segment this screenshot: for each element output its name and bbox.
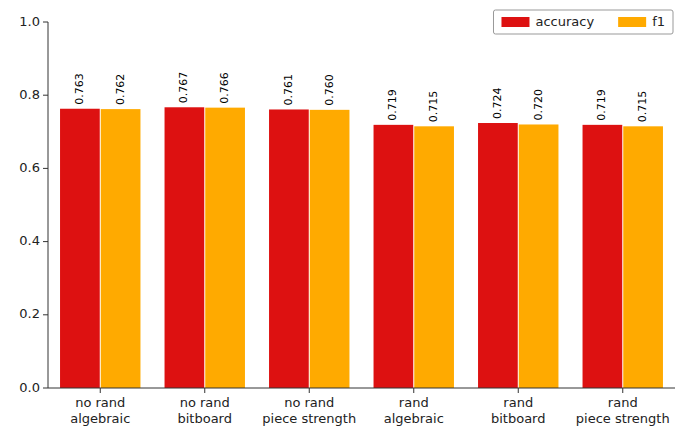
x-tick-label-line: no rand	[180, 395, 230, 410]
x-tick	[518, 388, 519, 393]
x-axis: no randalgebraicno randbitboardno randpi…	[70, 388, 670, 426]
bar	[519, 124, 559, 388]
bar	[374, 125, 414, 388]
x-tick-label-line: bitboard	[491, 411, 546, 426]
data-label: 0.767	[177, 72, 190, 104]
x-tick-label-line: rand	[503, 395, 533, 410]
bar	[269, 109, 309, 388]
x-axis-line	[48, 388, 675, 389]
y-tick	[43, 95, 48, 96]
x-tick-label: no randpiece strength	[262, 395, 356, 426]
legend-frame	[493, 10, 673, 34]
x-tick-label: randbitboard	[491, 395, 546, 426]
y-tick	[43, 168, 48, 169]
x-tick-label-line: no rand	[284, 395, 334, 410]
data-label: 0.719	[595, 89, 608, 121]
data-label: 0.761	[282, 74, 295, 106]
x-tick	[622, 388, 623, 393]
legend-swatch	[501, 17, 529, 27]
x-tick-label-line: algebraic	[384, 411, 444, 426]
bar	[101, 109, 141, 388]
bar	[205, 108, 245, 388]
y-axis-line	[48, 22, 49, 388]
legend-label: f1	[652, 14, 665, 29]
legend-swatch	[618, 17, 646, 27]
data-label: 0.766	[218, 72, 231, 103]
x-tick-label-line: piece strength	[576, 411, 670, 426]
chart: 0.00.20.40.60.81.00.7630.7670.7610.7190.…	[0, 0, 685, 434]
y-tick-label: 0.4	[19, 233, 40, 248]
data-label: 0.724	[491, 88, 504, 120]
legend: accuracy f1	[493, 10, 673, 34]
bar	[310, 110, 350, 388]
y-tick-label: 0.8	[19, 87, 40, 102]
x-tick	[100, 388, 101, 393]
y-tick-label: 0.0	[19, 380, 40, 395]
data-labels: 0.763 0.767 0.761 0.719 0.724 0.719 0.762 0.766…	[73, 72, 649, 123]
x-tick-label: randpiece strength	[576, 395, 670, 426]
bar	[623, 126, 663, 388]
x-tick-label: no randbitboard	[177, 395, 232, 426]
y-axis: 0.0 0.2 0.4 0.6 0.8 1.0	[19, 14, 48, 395]
x-tick	[413, 388, 414, 393]
data-label: 0.719	[386, 89, 399, 121]
data-label: 0.763	[73, 73, 86, 105]
bar	[478, 123, 518, 388]
bar	[583, 125, 623, 388]
x-tick-label: no randalgebraic	[70, 395, 130, 426]
data-label: 0.760	[323, 74, 336, 106]
bar	[414, 126, 454, 388]
x-tick-label-line: no rand	[75, 395, 125, 410]
data-label: 0.762	[114, 74, 127, 106]
x-tick-label: randalgebraic	[384, 395, 444, 426]
x-tick-label-line: piece strength	[262, 411, 356, 426]
legend-label: accuracy	[535, 14, 594, 29]
data-label: 0.715	[427, 91, 440, 123]
y-tick	[43, 314, 48, 315]
y-tick-label: 0.6	[19, 160, 40, 175]
data-label: 0.715	[636, 91, 649, 123]
data-label: 0.720	[532, 89, 545, 121]
y-tick-label: 1.0	[19, 14, 40, 29]
y-tick	[43, 22, 48, 23]
y-tick	[43, 388, 48, 389]
x-tick	[204, 388, 205, 393]
x-tick-label-line: rand	[608, 395, 638, 410]
bars	[60, 107, 663, 388]
x-tick-label-line: rand	[399, 395, 429, 410]
y-tick	[43, 241, 48, 242]
bar	[60, 109, 100, 388]
x-tick-label-line: algebraic	[70, 411, 130, 426]
y-tick-label: 0.2	[19, 306, 40, 321]
x-tick	[309, 388, 310, 393]
x-tick-label-line: bitboard	[177, 411, 232, 426]
bar	[165, 107, 205, 388]
